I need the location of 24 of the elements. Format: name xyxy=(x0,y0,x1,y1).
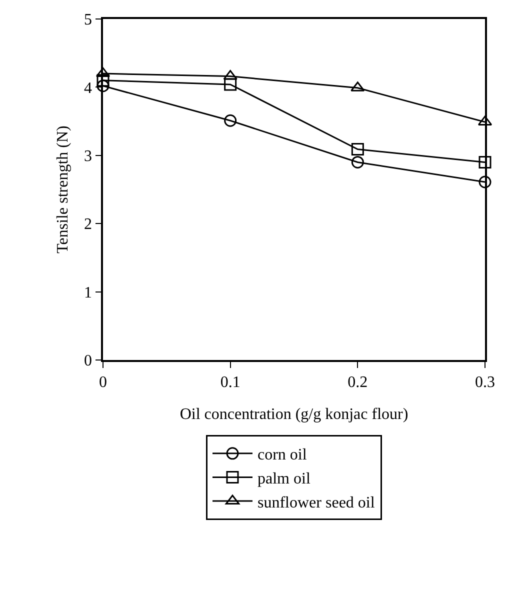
x-tick-label: 0.2 xyxy=(348,374,368,391)
point xyxy=(224,78,237,91)
legend-label: sunflower seed oil xyxy=(258,494,376,512)
y-tick-label: 1 xyxy=(84,284,92,302)
x-tick-label: 0 xyxy=(99,374,107,391)
x-tick-label: 0.3 xyxy=(475,374,495,391)
y-tick-label: 5 xyxy=(84,12,92,29)
y-tick-label: 4 xyxy=(84,80,92,97)
point xyxy=(478,156,492,168)
y-tick-label: 3 xyxy=(84,148,92,165)
legend-label: corn oil xyxy=(258,446,308,464)
y-tick-label: 2 xyxy=(84,216,92,234)
y-axis-title: Tensile strength (N) xyxy=(54,126,72,254)
legend-label: palm oil xyxy=(258,470,311,488)
point xyxy=(351,143,364,156)
x-tick-label: 0.1 xyxy=(220,374,240,391)
point xyxy=(351,156,364,168)
point xyxy=(96,67,110,78)
point xyxy=(96,74,110,87)
y-tick-label: 0 xyxy=(84,352,92,370)
x-axis-title: Oil concentration (g/g konjac flour) xyxy=(180,406,408,424)
point xyxy=(96,80,110,92)
point xyxy=(478,176,492,188)
point xyxy=(224,114,237,127)
